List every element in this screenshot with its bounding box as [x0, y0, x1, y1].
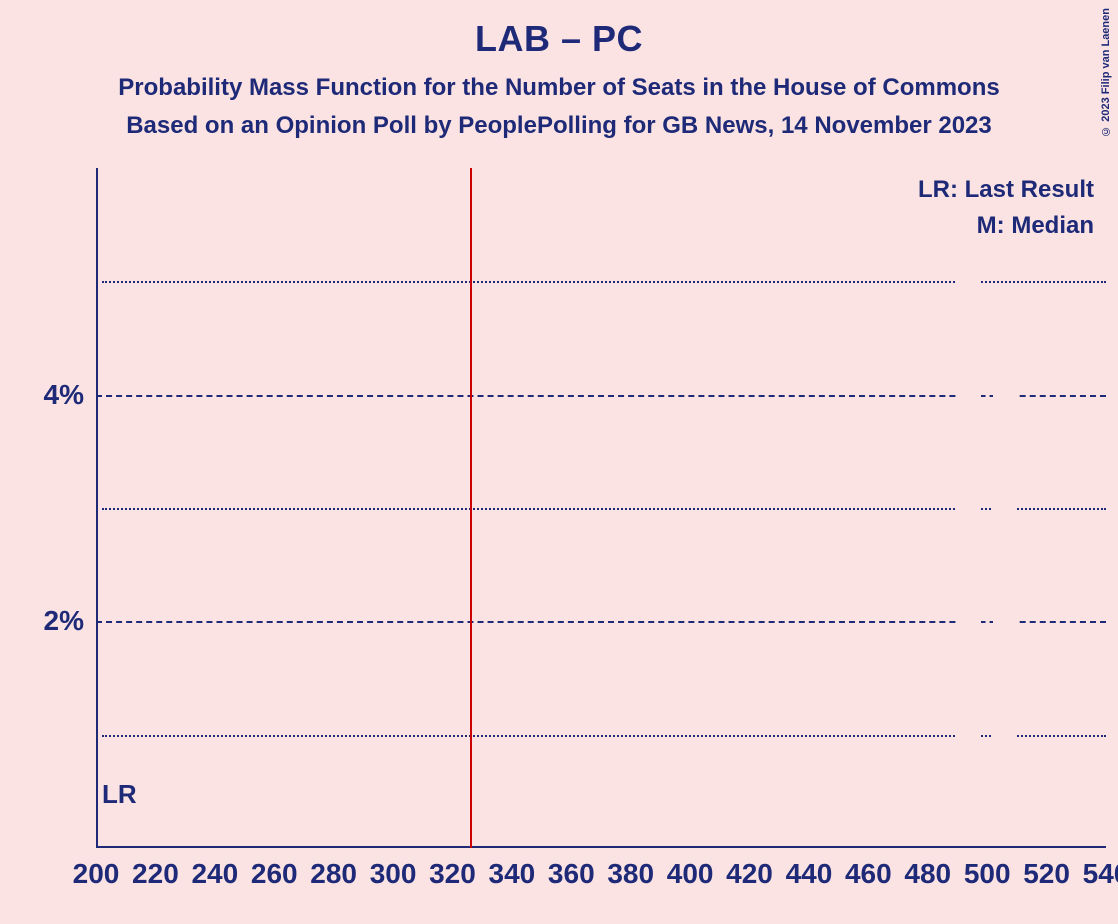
legend-lr: LR: Last Result [918, 176, 1094, 204]
x-tick-label: 400 [667, 858, 714, 890]
grid-major [96, 621, 1106, 623]
x-tick-label: 240 [191, 858, 238, 890]
chart-subtitle-1: Probability Mass Function for the Number… [0, 74, 1118, 102]
grid-minor [102, 735, 1106, 737]
x-tick-label: 520 [1023, 858, 1070, 890]
grid-minor [102, 281, 1106, 283]
x-tick-label: 200 [73, 858, 120, 890]
x-tick-label: 480 [904, 858, 951, 890]
chart-subtitle-2: Based on an Opinion Poll by PeoplePollin… [0, 112, 1118, 140]
x-tick-label: 460 [845, 858, 892, 890]
x-tick-label: 360 [548, 858, 595, 890]
grid-minor [102, 508, 1106, 510]
lr-line [470, 168, 472, 848]
x-tick-label: 260 [251, 858, 298, 890]
y-tick-label: 4% [44, 379, 84, 411]
y-tick-label: 2% [44, 605, 84, 637]
plot-area: LR: Last Result M: Median 2%4%LR [96, 168, 1106, 848]
x-tick-label: 440 [786, 858, 833, 890]
data-region [993, 361, 1017, 780]
y-axis-line [96, 168, 98, 848]
x-tick-label: 540 [1083, 858, 1118, 890]
x-tick-label: 220 [132, 858, 179, 890]
copyright-text: © 2023 Filip van Laenen [1100, 8, 1112, 137]
chart-title: LAB – PC [0, 0, 1118, 60]
x-tick-label: 420 [726, 858, 773, 890]
x-tick-label: 380 [607, 858, 654, 890]
x-tick-row: 2002202402602803003203403603804004204404… [96, 858, 1106, 898]
grid-major [96, 395, 1106, 397]
data-region [957, 259, 981, 837]
x-axis-line [96, 846, 1106, 848]
x-tick-label: 300 [370, 858, 417, 890]
x-tick-label: 340 [489, 858, 536, 890]
lr-marker-label: LR [102, 779, 137, 810]
legend: LR: Last Result M: Median [918, 176, 1094, 248]
x-tick-label: 320 [429, 858, 476, 890]
x-tick-label: 500 [964, 858, 1011, 890]
legend-m: M: Median [918, 212, 1094, 240]
x-tick-label: 280 [310, 858, 357, 890]
